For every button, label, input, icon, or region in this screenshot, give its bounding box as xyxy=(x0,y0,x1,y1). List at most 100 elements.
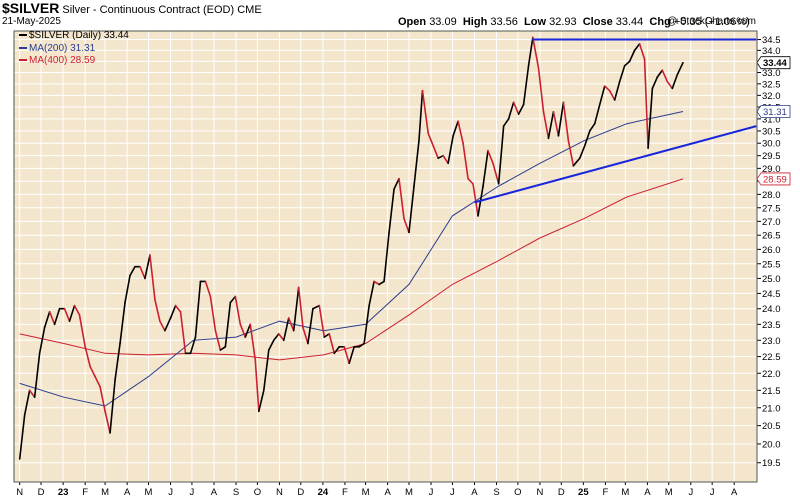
x-tick-label: M xyxy=(665,487,673,498)
series-layer xyxy=(18,36,684,460)
last-value-tag xyxy=(756,172,791,186)
y-axis: 19.5 20.0 20.5 21.0 21.5 22.0 22.5 23.0 23.5 24.0… xyxy=(757,35,781,469)
price-segment xyxy=(542,110,550,140)
price-segment xyxy=(109,379,116,434)
price-segment xyxy=(487,149,494,165)
price-segment xyxy=(312,304,321,310)
price-segment xyxy=(194,280,202,338)
price-segment xyxy=(129,265,136,277)
y-tick-label: 24.0 xyxy=(762,304,781,315)
x-tick-label: J xyxy=(688,487,693,498)
price-segment xyxy=(651,76,659,90)
price-segment xyxy=(638,43,646,60)
price-segment xyxy=(502,118,510,127)
last-value-text: 33.44 xyxy=(763,58,787,69)
x-tick-label: A xyxy=(644,487,651,498)
price-segment xyxy=(263,349,270,392)
price-segment xyxy=(224,301,232,348)
plot-area xyxy=(14,31,757,482)
x-tick-label: A xyxy=(384,487,391,498)
price-segment xyxy=(421,89,430,135)
close-label: Close xyxy=(582,16,613,28)
price-segment xyxy=(457,120,464,145)
price-segment xyxy=(297,286,304,329)
legend-ma400: MA(400) 28.59 xyxy=(19,55,129,68)
price-segment xyxy=(119,301,126,345)
price-segment xyxy=(497,125,505,185)
y-tick-label: 27.0 xyxy=(762,217,781,228)
price-segment xyxy=(522,65,530,106)
price-segment xyxy=(447,135,454,165)
close-value: 33.44 xyxy=(615,16,644,28)
price-segment xyxy=(28,389,36,399)
price-segment xyxy=(527,36,534,67)
y-tick-label: 20.5 xyxy=(762,421,781,432)
price-segment xyxy=(328,333,336,355)
price-segment xyxy=(492,162,500,185)
x-tick-label: O xyxy=(254,487,261,498)
price-segment xyxy=(282,317,290,342)
x-tick-label: J xyxy=(168,487,173,498)
last-value-ma200: 31.31 xyxy=(756,105,791,118)
plot-border xyxy=(13,30,758,483)
x-tick-label: S xyxy=(233,487,239,498)
x-tick-label: M xyxy=(101,487,109,498)
price-segment xyxy=(234,295,242,326)
chg-label: Chg xyxy=(649,16,671,28)
price-segment xyxy=(149,254,156,301)
y-tick-label: 31.0 xyxy=(762,114,781,125)
price-segment xyxy=(68,304,76,322)
price-segment xyxy=(343,345,351,365)
x-tick-label: 24 xyxy=(318,487,329,498)
price-segment xyxy=(114,342,121,381)
price-segment xyxy=(99,386,106,413)
x-tick-label: J xyxy=(190,487,195,498)
x-tick-label: J xyxy=(429,487,434,498)
price-segment xyxy=(333,345,341,355)
x-axis: N D 23 F M A M J J A S O N D 24 F M A M J J A S O N D 25 F M A M J J A xyxy=(16,482,738,498)
price-segment xyxy=(358,342,365,348)
price-segment xyxy=(174,304,182,313)
price-segment xyxy=(383,231,390,283)
price-segment xyxy=(189,336,197,355)
y-tick-label: 21.5 xyxy=(762,386,781,397)
price-segment xyxy=(452,120,459,137)
y-tick-label: 26.0 xyxy=(762,245,781,256)
price-segment xyxy=(593,103,601,125)
y-tick-label: 22.5 xyxy=(762,352,781,363)
price-segment xyxy=(38,326,46,355)
price-segment xyxy=(307,307,314,345)
price-segment xyxy=(618,65,626,83)
price-segment xyxy=(373,280,380,286)
price-segment xyxy=(53,307,61,326)
price-segment xyxy=(598,85,606,106)
y-tick-label: 23.5 xyxy=(762,320,781,331)
y-tick-label: 29.5 xyxy=(762,151,781,162)
price-segment xyxy=(418,89,424,142)
price-segment xyxy=(219,345,227,351)
x-tick-label: N xyxy=(276,487,283,498)
price-segment xyxy=(318,304,326,338)
price-segment xyxy=(244,323,252,338)
price-segment xyxy=(408,185,415,234)
price-segment xyxy=(507,101,515,120)
price-segment xyxy=(578,144,586,159)
x-tick-label: D xyxy=(38,487,45,498)
price-segment xyxy=(267,339,275,351)
chg-value: +0.35 (+1.06%) xyxy=(673,16,750,28)
y-tick-label: 25.0 xyxy=(762,274,781,285)
x-tick-label: M xyxy=(405,487,413,498)
price-segment xyxy=(462,142,469,180)
legend-price: $SILVER (Daily) 33.44 xyxy=(19,30,129,43)
price-segment xyxy=(378,280,385,286)
y-tick-label: 26.5 xyxy=(762,231,781,242)
price-segment xyxy=(23,389,31,416)
price-segment xyxy=(567,139,575,167)
chart-date: 21-May-2025 xyxy=(2,16,61,27)
price-segment xyxy=(398,177,405,220)
x-tick-label: F xyxy=(603,487,609,498)
price-segment xyxy=(393,177,400,190)
symbol: $SILVER xyxy=(2,0,60,16)
price-segment xyxy=(512,101,520,115)
